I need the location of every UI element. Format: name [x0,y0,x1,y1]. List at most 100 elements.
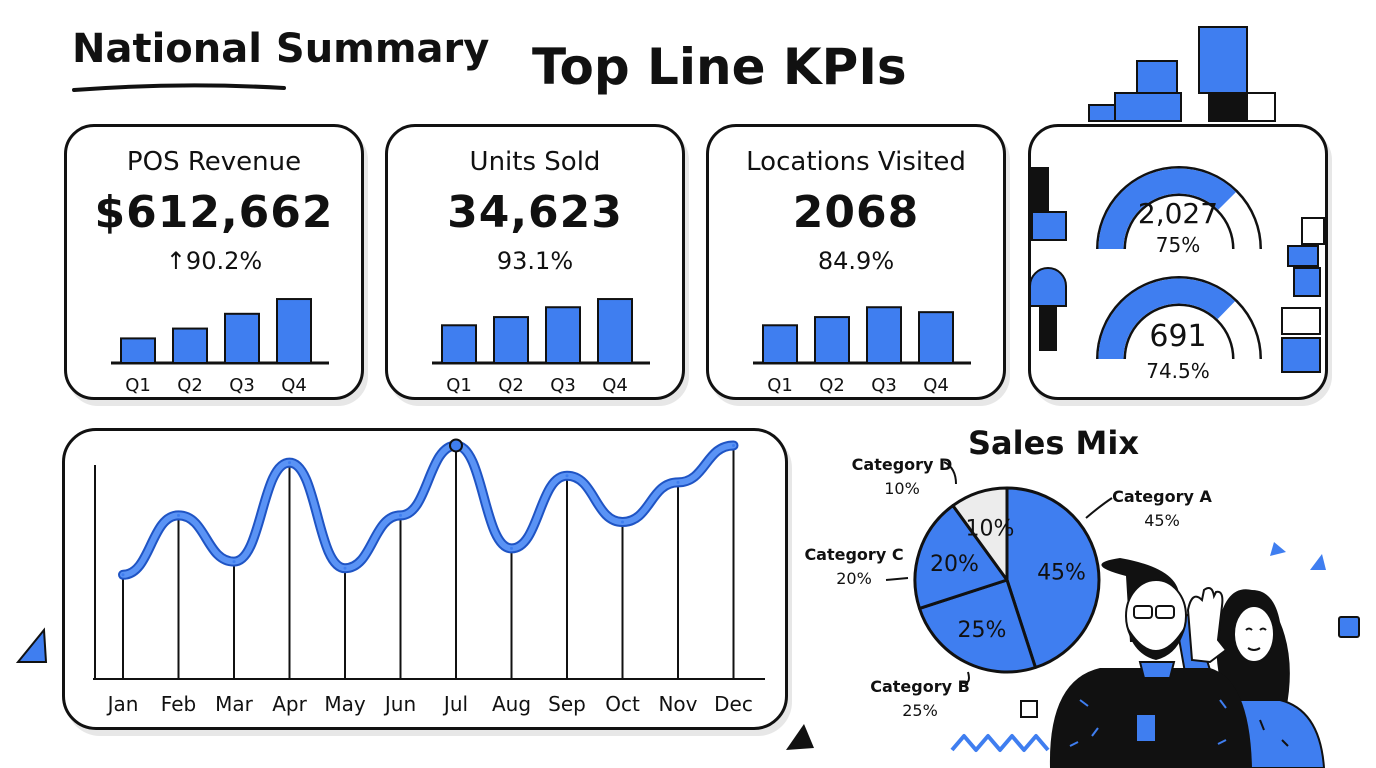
pie-slice-category-a [1005,486,1101,669]
bar-q4 [276,298,312,364]
tick-label: Jul [442,692,468,716]
tick-label: Aug [492,692,531,716]
tick-label: Q3 [871,375,897,396]
tick-label: Nov [658,692,697,716]
tick-label: Q2 [498,375,524,396]
decor-block [1208,92,1248,122]
annotation-marker [449,438,463,453]
gauge-2-percent: 74.5% [1146,359,1210,383]
slice-value-label: 20% [930,552,979,577]
kpi-title: POS Revenue [126,147,302,177]
decor-block [1088,104,1116,122]
callout-line [1085,497,1113,519]
section-title: National Summary [72,26,490,72]
decor-block [1287,245,1319,267]
point-mar [232,560,236,564]
decor-block [1281,337,1321,373]
decor-block [1039,307,1057,351]
callout-percent-label: 45% [1144,511,1180,530]
square-decoration [1338,616,1360,638]
bar-q2 [493,316,529,364]
tick-label: Q1 [125,375,151,396]
kpi-delta: 93.1% [496,247,574,275]
page-title: Top Line KPIs [532,38,907,96]
decor-block [1281,307,1321,335]
kpi-value: 2068 [792,187,920,238]
quarterly-bar-chart: Q1 Q2 Q3 Q4 [432,298,650,396]
bar-q4 [918,311,954,364]
point-oct [621,520,624,524]
triangle-decoration [15,627,48,663]
tick-label: Feb [161,692,196,716]
tick-label: Q2 [819,375,845,396]
tick-label: Dec [714,692,753,716]
man-figure [1049,558,1252,768]
title-underline [72,83,286,92]
monthly-line-chart: JanFebMarAprMayJunJulAugSepOctNovDec$18.… [93,431,765,716]
callout-category-label: Category C [804,545,903,564]
pie-slice-category-b [918,578,1037,674]
tick-label: Q4 [281,375,307,396]
gauge-1 [1096,166,1262,250]
tick-label: Jan [106,692,139,716]
bar-q3 [224,312,260,364]
gauge-fill [1098,168,1236,250]
tick-label: Q2 [177,375,203,396]
tick-label: Q4 [602,375,628,396]
point-jun [399,513,402,517]
decor-block [1114,92,1182,122]
callout-percent-label: 25% [902,701,938,720]
bar-q2 [172,327,208,364]
tick-label: Q3 [550,375,576,396]
point-feb [177,513,180,517]
bar-q2 [814,316,850,364]
kpi-card-units-sold: Units Sold 34,623 93.1% Q1 Q2 Q3 Q4 [385,124,685,400]
quarterly-bar-chart: Q1 Q2 Q3 Q4 [753,306,971,396]
decor-block [1031,211,1067,241]
callout-line [885,577,909,581]
monthly-line-chart-card: JanFebMarAprMayJunJulAugSepOctNovDec$18.… [62,428,788,730]
decor-block [1029,167,1049,211]
callout-line [959,671,970,684]
slice-value-label: 10% [965,517,1014,542]
bar-q1 [120,337,156,365]
gauge-1-value: 2,027 [1137,197,1219,230]
point-jan [121,573,125,577]
slice-value-label: 45% [1037,560,1086,585]
tick-label: May [324,692,366,716]
bar-q3 [866,306,902,364]
point-apr [288,461,291,465]
kpi-value: 34,623 [447,187,623,238]
callout-percent-label: 20% [836,569,872,588]
kpi-title: Locations Visited [746,147,966,177]
tick-label: Q1 [446,375,472,396]
kpi-delta: 84.9% [817,247,895,275]
callout-percent-label: 10% [884,479,920,498]
people-illustration [1049,558,1326,768]
tick-label: Sep [548,692,586,716]
triangle-decoration [1270,542,1286,556]
tick-label: Oct [605,692,640,716]
decor-block [1301,217,1325,245]
gauge-1-percent: 75% [1155,233,1201,257]
tick-label: Q1 [767,375,793,396]
point-nov [676,480,680,484]
gauge-2 [1096,276,1262,360]
kpi-delta: ↑90.2% [165,247,263,275]
bar-q1 [441,324,477,364]
sales-mix-pie-chart: 45% 25% 20% 10% Category A 45% Category B 25% Ca… [804,455,1212,720]
point-sep [565,474,569,478]
point-may [343,566,347,570]
callout-category-label: Category A [1112,487,1212,506]
kpi-card-pos-revenue: POS Revenue $612,662 ↑90.2% Q1 Q2 Q3 Q4 [64,124,364,400]
line-series [120,442,737,578]
callout-category-label: Category D [852,455,953,474]
tick-label: Q4 [923,375,949,396]
bar-q1 [762,324,798,364]
triangle-decoration [786,724,814,750]
gauge-2-value: 691 [1149,319,1207,354]
zigzag-decoration [950,734,1050,752]
callout-line [943,461,957,485]
bar-q3 [545,306,581,364]
pie-slice-category-d [951,486,1009,582]
